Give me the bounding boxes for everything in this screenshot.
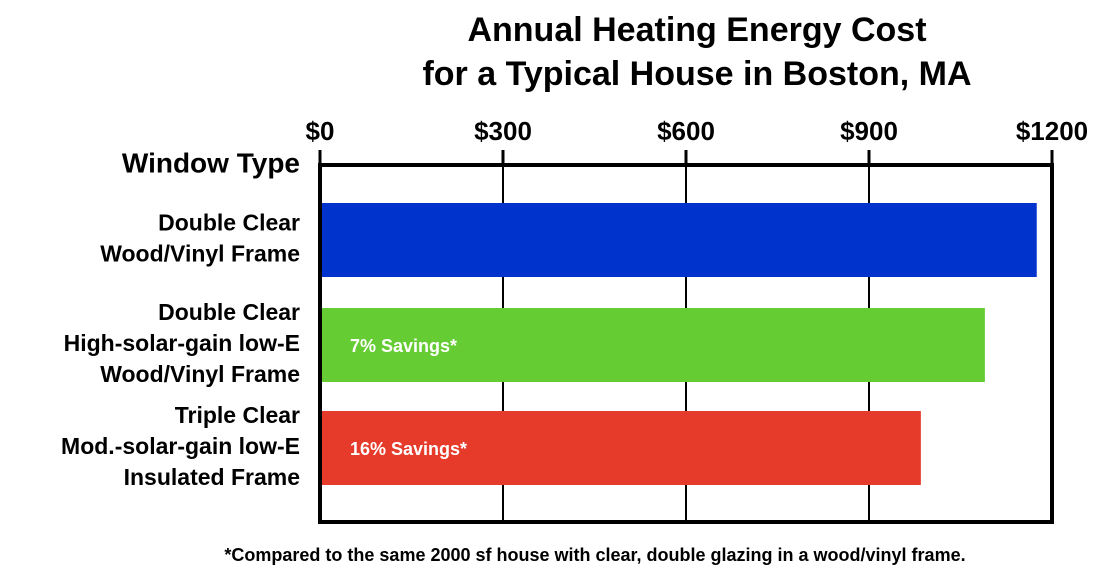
x-tick-label: $900 <box>840 116 898 146</box>
chart-title: Annual Heating Energy Cost for a Typical … <box>422 11 971 93</box>
y-axis-label: Window Type <box>122 147 300 178</box>
bar-annotation: 7% Savings* <box>350 336 457 356</box>
bar-annotation: 16% Savings* <box>350 439 467 459</box>
x-tick-label: $0 <box>306 116 335 146</box>
y-tick-label: Triple Clear Mod.-solar-gain low-E Insulat… <box>61 402 300 490</box>
x-tick-label: $1200 <box>1016 116 1088 146</box>
bar <box>320 411 921 485</box>
plot-frame <box>318 163 1054 524</box>
footnote: *Compared to the same 2000 sf house with… <box>224 545 965 565</box>
bar <box>320 203 1037 277</box>
x-tick-label: $600 <box>657 116 715 146</box>
x-tick-label: $300 <box>474 116 532 146</box>
y-tick-label: Double Clear High-solar-gain low-E Wood/Vi… <box>64 299 300 387</box>
y-tick-label: Double Clear Wood/Vinyl Frame <box>100 210 300 267</box>
bar <box>320 308 985 382</box>
